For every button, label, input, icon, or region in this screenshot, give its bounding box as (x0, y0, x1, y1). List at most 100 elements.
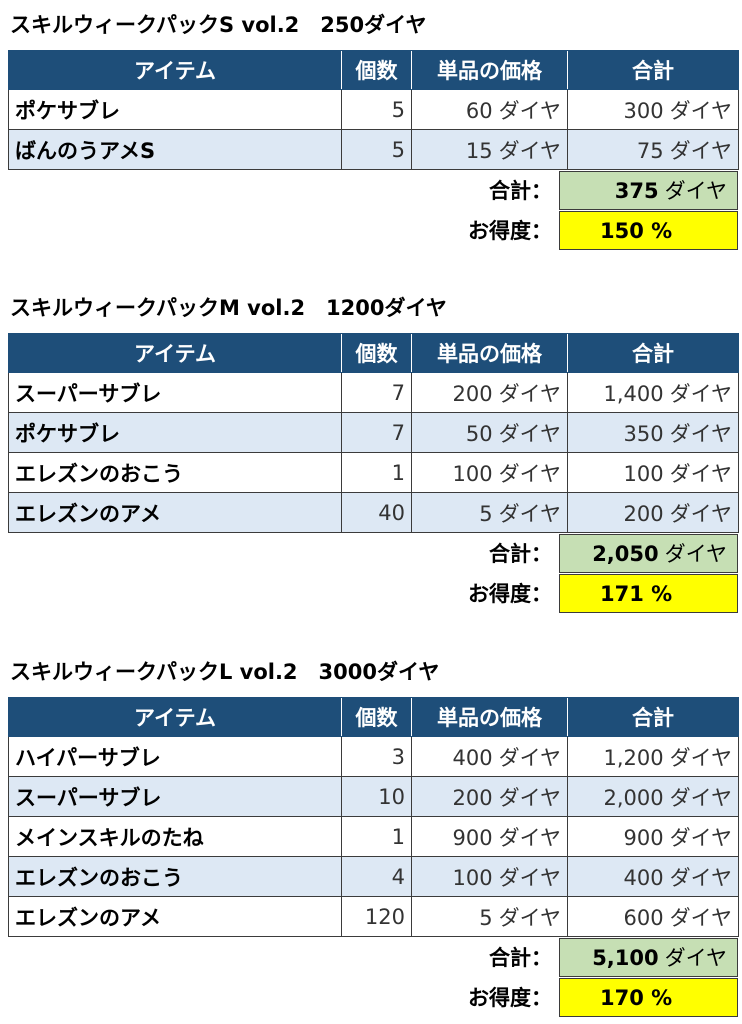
currency-unit: ダイヤ (498, 138, 561, 163)
item-unit-price-cell: 900 ダイヤ (411, 816, 568, 857)
item-qty: 7 (341, 412, 412, 453)
header-total: 合計 (567, 50, 739, 90)
item-unit-price-cell: 100 ダイヤ (411, 856, 568, 897)
item-unit-price-cell: 5 ダイヤ (411, 492, 568, 533)
item-name: ばんのうアメS (8, 129, 342, 170)
item-total-cell: 75 ダイヤ (567, 129, 739, 170)
header-item: アイテム (8, 697, 342, 737)
table-row: エレズンのアメ 40 5 ダイヤ 200 ダイヤ (8, 492, 739, 533)
items-table: アイテム 個数 単品の価格 合計 スーパーサブレ 7 200 ダイヤ 1,400 ダイヤ ポケサブレ… (8, 333, 739, 533)
currency-unit: ダイヤ (669, 381, 732, 406)
deal-value: 170 % (600, 986, 673, 1010)
currency-unit: ダイヤ (669, 865, 732, 890)
item-unit-price-cell: 15 ダイヤ (411, 129, 568, 170)
item-unit-price-cell: 200 ダイヤ (411, 372, 568, 413)
item-name: スーパーサブレ (8, 372, 342, 413)
currency-unit: ダイヤ (669, 421, 732, 446)
currency-unit: ダイヤ (669, 785, 732, 810)
header-item: アイテム (8, 50, 342, 90)
header-qty: 個数 (341, 697, 412, 737)
item-name: ポケサブレ (8, 89, 342, 130)
item-total: 900 (623, 825, 664, 850)
item-unit-price-cell: 50 ダイヤ (411, 412, 568, 453)
item-qty: 1 (341, 816, 412, 857)
header-total: 合計 (567, 333, 739, 373)
item-unit-price: 400 (452, 745, 493, 770)
sum-box: 2,050 ダイヤ (559, 534, 738, 573)
item-total: 2,000 (603, 785, 664, 810)
item-qty: 7 (341, 372, 412, 413)
deal-label: お得度： (468, 986, 552, 1010)
header-unit-price: 単品の価格 (411, 697, 568, 737)
item-total-cell: 100 ダイヤ (567, 452, 739, 493)
table-row: メインスキルのたね 1 900 ダイヤ 900 ダイヤ (8, 816, 739, 857)
item-unit-price: 200 (452, 785, 493, 810)
sum-row: 合計： 2,050 ダイヤ (0, 534, 742, 574)
item-unit-price: 5 (479, 905, 493, 930)
deal-row: お得度： 171 % (0, 574, 742, 614)
currency-unit: ダイヤ (498, 421, 561, 446)
item-total: 400 (623, 865, 664, 890)
item-unit-price: 100 (452, 461, 493, 486)
item-qty: 3 (341, 736, 412, 777)
item-qty: 10 (341, 776, 412, 817)
item-qty: 120 (341, 896, 412, 937)
item-total-cell: 300 ダイヤ (567, 89, 739, 130)
currency-unit: ダイヤ (669, 825, 732, 850)
deal-box: 170 % (559, 978, 738, 1017)
currency-unit: ダイヤ (498, 745, 561, 770)
item-unit-price: 100 (452, 865, 493, 890)
item-unit-price-cell: 60 ダイヤ (411, 89, 568, 130)
item-qty: 1 (341, 452, 412, 493)
item-unit-price-cell: 200 ダイヤ (411, 776, 568, 817)
item-qty: 5 (341, 89, 412, 130)
item-qty: 5 (341, 129, 412, 170)
table-row: ポケサブレ 5 60 ダイヤ 300 ダイヤ (8, 89, 739, 130)
item-unit-price: 900 (452, 825, 493, 850)
table-header-row: アイテム 個数 単品の価格 合計 (8, 697, 739, 737)
table-row: ポケサブレ 7 50 ダイヤ 350 ダイヤ (8, 412, 739, 453)
item-unit-price-cell: 400 ダイヤ (411, 736, 568, 777)
currency-unit: ダイヤ (498, 461, 561, 486)
pack-title: スキルウィークパックS vol.2 250ダイヤ (10, 13, 427, 37)
table-header-row: アイテム 個数 単品の価格 合計 (8, 333, 739, 373)
currency-unit: ダイヤ (664, 179, 727, 203)
deal-box: 150 % (559, 211, 738, 250)
pack-title: スキルウィークパックM vol.2 1200ダイヤ (10, 296, 447, 320)
table-row: エレズンのおこう 1 100 ダイヤ 100 ダイヤ (8, 452, 739, 493)
sum-row: 合計： 5,100 ダイヤ (0, 938, 742, 978)
item-total: 75 (636, 138, 664, 163)
item-name: エレズンのアメ (8, 896, 342, 937)
table-header-row: アイテム 個数 単品の価格 合計 (8, 50, 739, 90)
item-unit-price-cell: 100 ダイヤ (411, 452, 568, 493)
sum-value: 2,050 (592, 542, 659, 566)
sum-label: 合計： (489, 946, 552, 970)
item-qty: 4 (341, 856, 412, 897)
currency-unit: ダイヤ (669, 905, 732, 930)
item-total: 350 (623, 421, 664, 446)
item-total-cell: 900 ダイヤ (567, 816, 739, 857)
sum-label: 合計： (489, 179, 552, 203)
header-item: アイテム (8, 333, 342, 373)
item-total-cell: 400 ダイヤ (567, 856, 739, 897)
table-row: ハイパーサブレ 3 400 ダイヤ 1,200 ダイヤ (8, 736, 739, 777)
item-total: 300 (623, 98, 664, 123)
currency-unit: ダイヤ (669, 138, 732, 163)
item-name: エレズンのアメ (8, 492, 342, 533)
table-row: エレズンのおこう 4 100 ダイヤ 400 ダイヤ (8, 856, 739, 897)
table-row: スーパーサブレ 10 200 ダイヤ 2,000 ダイヤ (8, 776, 739, 817)
item-total-cell: 1,400 ダイヤ (567, 372, 739, 413)
items-table: アイテム 個数 単品の価格 合計 ポケサブレ 5 60 ダイヤ 300 ダイヤ ばんのうアメS 5 15… (8, 50, 739, 170)
item-name: エレズンのおこう (8, 856, 342, 897)
pack-title: スキルウィークパックL vol.2 3000ダイヤ (10, 660, 440, 684)
currency-unit: ダイヤ (498, 501, 561, 526)
item-total-cell: 600 ダイヤ (567, 896, 739, 937)
deal-value: 150 % (600, 219, 673, 243)
sum-value: 5,100 (592, 946, 659, 970)
item-unit-price: 60 (465, 98, 493, 123)
item-qty: 40 (341, 492, 412, 533)
currency-unit: ダイヤ (669, 501, 732, 526)
item-name: スーパーサブレ (8, 776, 342, 817)
item-unit-price-cell: 5 ダイヤ (411, 896, 568, 937)
currency-unit: ダイヤ (669, 461, 732, 486)
